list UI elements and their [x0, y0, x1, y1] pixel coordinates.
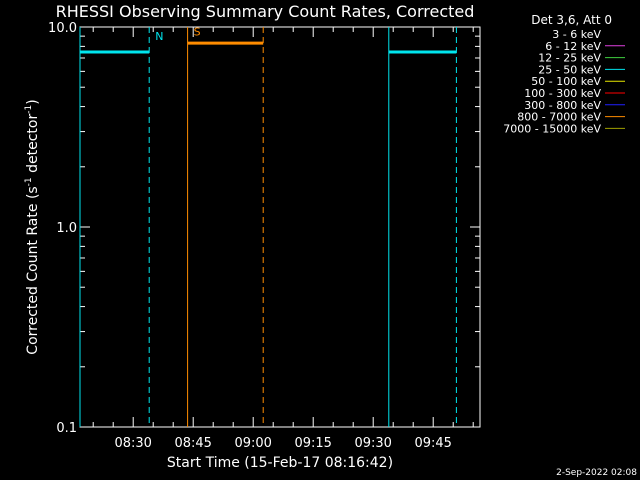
legend-label: 6 - 12 keV — [545, 40, 601, 53]
y-label-end: ) — [25, 99, 41, 104]
y-tick-label: 10.0 — [48, 21, 77, 36]
legend-label: 12 - 25 keV — [538, 52, 601, 65]
y-tick-label: 0.1 — [56, 421, 77, 436]
y-label-sup2: -1 — [24, 105, 34, 114]
x-axis-label: Start Time (15-Feb-17 08:16:42) — [167, 455, 393, 471]
data-series — [80, 41, 457, 54]
y-axis-label: Corrected Count Rate (s-1 detector-1) — [24, 99, 41, 354]
x-tick-label: 08:45 — [174, 436, 211, 451]
x-tick-label: 08:30 — [114, 436, 151, 451]
marker-label: N — [155, 30, 163, 43]
y-label-sup1: -1 — [24, 177, 34, 186]
legend-title: Det 3,6, Att 0 — [531, 13, 612, 27]
marker-label: S — [194, 25, 201, 38]
legend-label: 50 - 100 keV — [531, 75, 601, 88]
legend-label: 300 - 800 keV — [524, 99, 601, 112]
x-tick-label: 09:00 — [234, 436, 271, 451]
footer-date: 2-Sep-2022 02:08 — [556, 468, 637, 478]
x-tick-label: 09:15 — [294, 436, 331, 451]
y-axis: 0.1 1.0 10.0 — [48, 21, 480, 436]
y-tick-label: 1.0 — [56, 221, 77, 236]
x-tick-label: 09:30 — [354, 436, 391, 451]
x-axis: 08:30 08:45 09:00 09:15 09:30 09:45 — [92, 27, 474, 451]
legend-label: 800 - 7000 keV — [517, 111, 601, 124]
x-tick-label: 09:45 — [414, 436, 451, 451]
plot-frame — [79, 26, 481, 428]
legend-label: 100 - 300 keV — [524, 87, 601, 100]
y-label-mid: detector — [25, 114, 41, 178]
chart-title: RHESSI Observing Summary Count Rates, Co… — [56, 2, 475, 21]
legend-label: 25 - 50 keV — [538, 63, 601, 76]
legend-label: 7000 - 15000 keV — [503, 122, 601, 135]
legend-label: 3 - 6 keV — [552, 28, 601, 41]
y-label-main: Corrected Count Rate (s — [25, 186, 41, 354]
